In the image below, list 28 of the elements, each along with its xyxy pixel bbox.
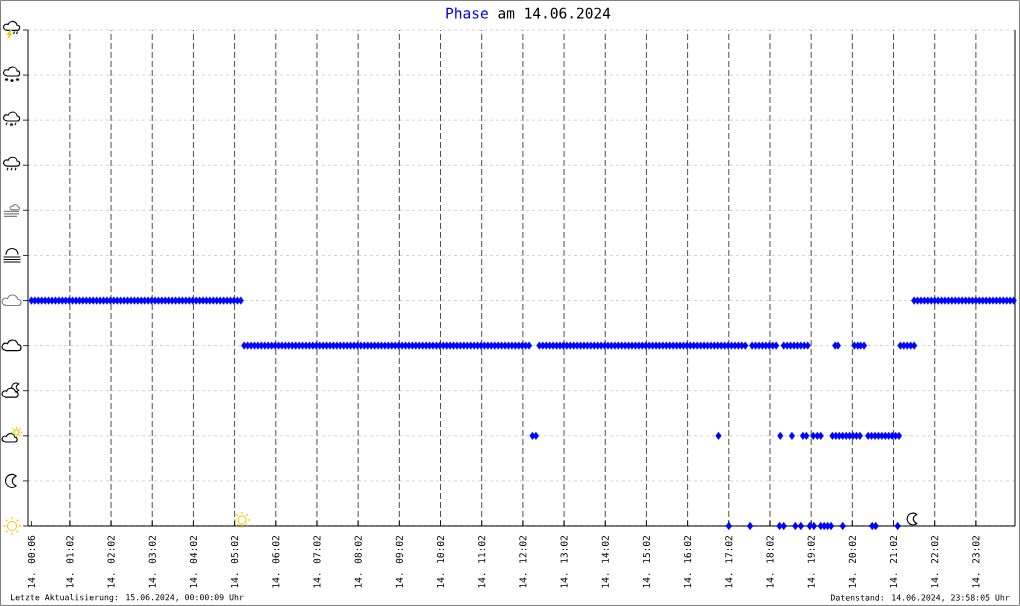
x-tick-label: 14. 20:02 bbox=[848, 536, 856, 588]
x-tick-label: 14. 07:02 bbox=[313, 536, 321, 588]
x-tick-label: 14. 23:02 bbox=[972, 536, 980, 588]
x-tick-label: 14. 00:06 bbox=[27, 535, 36, 588]
x-tick-label: 14. 04:02 bbox=[189, 536, 198, 588]
x-tick-label: 14. 18:02 bbox=[766, 536, 774, 588]
x-tick-label: 14. 16:02 bbox=[684, 536, 692, 588]
x-tick-label: 14. 05:02 bbox=[231, 536, 239, 588]
x-tick-label: 14. 15:02 bbox=[642, 536, 651, 588]
x-tick-label: 14. 22:02 bbox=[931, 536, 939, 588]
text: Datenstand: 14.06.2024, 23:58:05 Uhr bbox=[830, 594, 1010, 602]
x-tick-label: 14. 01:02 bbox=[66, 536, 74, 588]
x-tick-label: 14. 21:02 bbox=[889, 536, 898, 588]
x-tick-label: 14. 12:02 bbox=[519, 536, 527, 588]
text: Phase bbox=[446, 7, 488, 19]
x-tick-label: 14. 02:02 bbox=[107, 536, 115, 588]
x-tick-label: 14. 14:02 bbox=[601, 536, 609, 588]
x-tick-label: 14. 06:02 bbox=[272, 536, 280, 588]
x-tick-label: 14. 03:02 bbox=[148, 536, 156, 588]
x-tick-label: 14. 11:02 bbox=[478, 536, 486, 588]
x-tick-label: 14. 19:02 bbox=[807, 536, 815, 588]
x-tick-label: 14. 10:02 bbox=[436, 536, 445, 588]
text: Letzte Aktualisierung: 15.06.2024, 00:00:09 Uhr bbox=[11, 593, 244, 603]
x-tick-label: 14. 17:02 bbox=[725, 536, 733, 588]
x-tick-label: 14. 08:02 bbox=[354, 536, 362, 588]
x-tick-label: 14. 09:02 bbox=[395, 536, 403, 588]
chart-title: am 14.06.2024 bbox=[498, 7, 611, 19]
x-tick-label: 14. 13:02 bbox=[560, 536, 568, 588]
